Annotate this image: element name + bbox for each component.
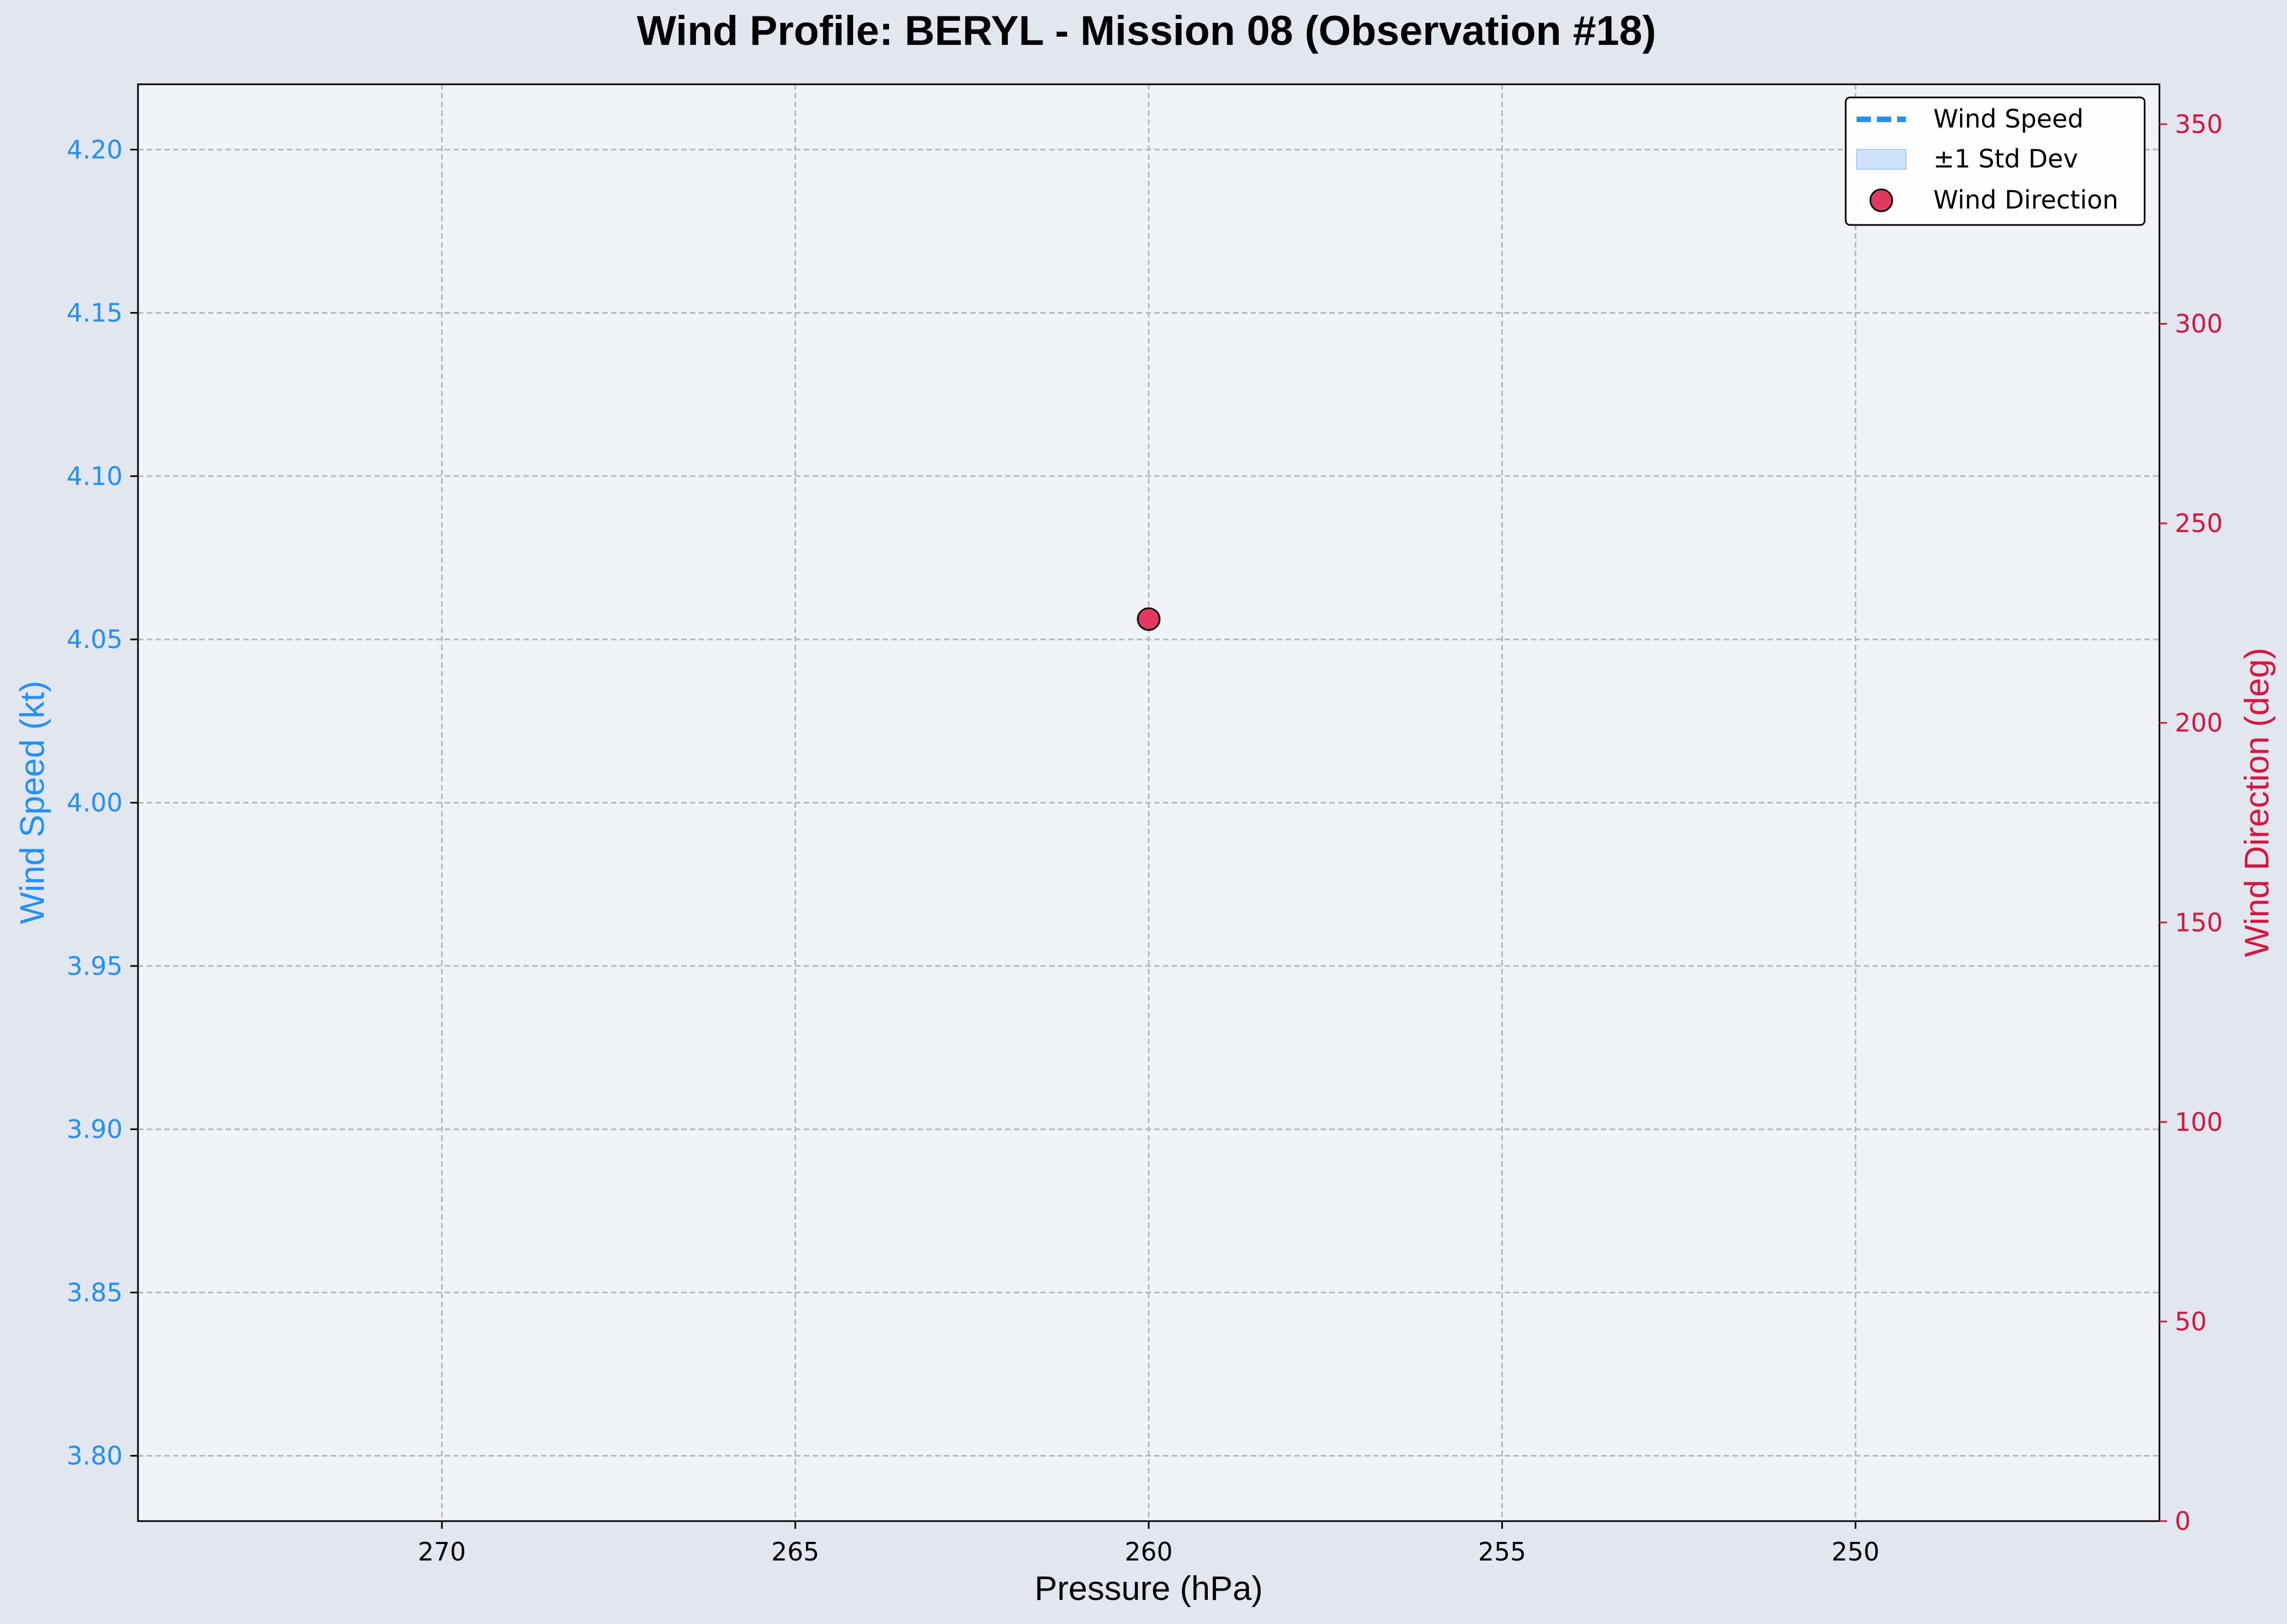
legend-std-dev-swatch (1856, 149, 1906, 170)
y-tick-label: 4.20 (67, 135, 123, 164)
y2-tick-label: 200 (2175, 708, 2223, 738)
y-tick-label: 4.10 (67, 461, 123, 491)
legend-box (1845, 96, 2146, 226)
y-tick-label: 3.90 (67, 1114, 123, 1144)
y-tick-label: 3.80 (67, 1441, 123, 1471)
y-tick-label: 3.95 (67, 951, 123, 981)
wind-direction-points (1137, 607, 1161, 631)
y-axis-right-label: Wind Direction (deg) (2238, 648, 2276, 957)
y-tick-label: 4.05 (67, 625, 123, 654)
x-tick-label: 250 (1831, 1537, 1880, 1567)
legend-std-dev-label: ±1 Std Dev (1933, 144, 2078, 174)
y2-tick-label: 0 (2175, 1506, 2191, 1536)
y-axis-left-label: Wind Speed (kt) (14, 681, 51, 924)
y2-tick-label: 100 (2175, 1107, 2223, 1137)
chart-title: Wind Profile: BERYL - Mission 08 (Observ… (637, 8, 1656, 54)
y2-tick-label: 250 (2175, 508, 2223, 538)
legend-wind-direction-swatch (1869, 188, 1893, 212)
y2-tick-label: 50 (2175, 1307, 2207, 1336)
y2-tick-label: 150 (2175, 908, 2223, 937)
x-tick-label: 260 (1125, 1537, 1173, 1567)
y-tick-label: 4.15 (67, 298, 123, 328)
wind-direction-point (1137, 607, 1161, 631)
legend: Wind Speed ±1 Std Dev Wind Direction (1845, 96, 2146, 226)
y-tick-label: 4.00 (67, 788, 123, 818)
y-axis-right-ticks: 0 50 100 150 200 250 300 350 (2159, 109, 2223, 1536)
x-axis-ticks: 270 265 260 255 250 (418, 1521, 1880, 1567)
x-axis-label: Pressure (hPa) (1035, 1570, 1263, 1608)
x-tick-label: 255 (1478, 1537, 1526, 1567)
y-tick-label: 3.85 (67, 1278, 123, 1307)
y2-tick-label: 350 (2175, 109, 2223, 139)
y2-tick-label: 300 (2175, 309, 2223, 339)
x-tick-label: 270 (418, 1537, 466, 1567)
legend-wind-speed-label: Wind Speed (1933, 104, 2083, 134)
grid (138, 84, 2159, 1521)
x-tick-label: 265 (771, 1537, 820, 1567)
y-axis-left-ticks: 3.80 3.85 3.90 3.95 4.00 4.05 4.10 4.15 4.20 (67, 135, 138, 1471)
legend-wind-direction-label: Wind Direction (1933, 185, 2118, 215)
